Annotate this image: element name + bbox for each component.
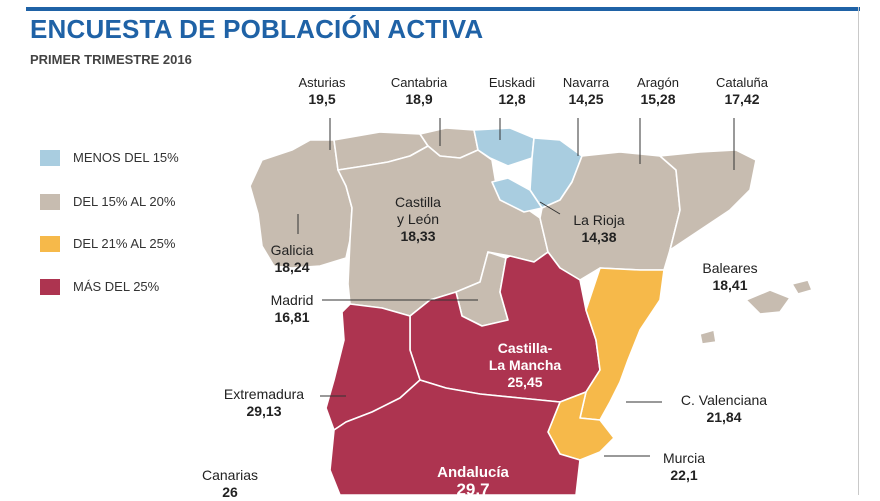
legend-label: MÁS DEL 25%: [73, 279, 160, 294]
region-value: 26: [222, 484, 238, 500]
label-asturias: Asturias 19,5: [284, 74, 360, 108]
label-aragon: Aragón 15,28: [620, 74, 696, 108]
page-subtitle: PRIMER TRIMESTRE 2016: [30, 52, 192, 67]
legend-label: DEL 21% AL 25%: [73, 236, 176, 251]
region-name: C. Valenciana: [680, 392, 768, 408]
label-la-rioja: La Rioja 14,38: [556, 212, 642, 246]
region-value: 12,8: [498, 91, 526, 107]
legend-swatch: [40, 150, 60, 166]
region-value: 18,33: [400, 228, 436, 244]
region-value: 19,5: [308, 91, 336, 107]
legend-item-15-20: DEL 15% AL 20%: [40, 192, 260, 212]
legend-item-menos-15: MENOS DEL 15%: [40, 148, 260, 168]
label-cantabria: Cantabria 18,9: [376, 74, 462, 108]
legend-swatch: [40, 194, 60, 210]
region-euskadi: [473, 127, 535, 167]
region-name: Cantabria: [390, 75, 448, 90]
region-name: Canarias: [201, 467, 259, 483]
right-rule: [858, 7, 859, 495]
region-value: 25,45: [507, 374, 543, 390]
region-name: La Rioja: [573, 212, 625, 228]
region-name: Aragón: [637, 75, 679, 90]
legend-label: DEL 15% AL 20%: [73, 194, 176, 209]
region-name-line2: La Mancha: [488, 357, 562, 373]
label-navarra: Navarra 14,25: [548, 74, 624, 108]
region-galicia: [249, 139, 353, 269]
region-baleares-ibiza: [699, 329, 717, 345]
label-c-valenciana: C. Valenciana 21,84: [664, 392, 784, 426]
region-andalucia: [329, 379, 581, 495]
region-cataluna: [659, 149, 757, 251]
region-value: 18,41: [712, 277, 748, 293]
region-value: 22,1: [670, 467, 698, 483]
region-name: Euskadi: [488, 75, 536, 90]
legend-swatch: [40, 236, 60, 252]
region-name: Galicia: [270, 242, 314, 258]
region-value: 15,28: [640, 91, 676, 107]
label-galicia: Galicia 18,24: [254, 242, 330, 276]
region-name-line1: Castilla-: [497, 340, 553, 356]
region-name-line2: y León: [396, 211, 440, 227]
region-baleares-menorca: [791, 279, 813, 295]
region-name: Cataluña: [715, 75, 769, 90]
region-name: Navarra: [562, 75, 610, 90]
region-name: Murcia: [662, 450, 705, 466]
region-value: 29,13: [246, 403, 282, 419]
label-murcia: Murcia 22,1: [648, 450, 720, 484]
legend-item-mas-25: MÁS DEL 25%: [40, 277, 260, 297]
label-baleares: Baleares 18,41: [688, 260, 772, 294]
region-name: Extremadura: [223, 386, 305, 402]
label-euskadi: Euskadi 12,8: [474, 74, 550, 108]
region-value: 17,42: [724, 91, 760, 107]
region-value: 18,9: [405, 91, 433, 107]
label-madrid: Madrid 16,81: [254, 292, 330, 326]
page-title: ENCUESTA DE POBLACIÓN ACTIVA: [30, 14, 484, 44]
region-value: 18,24: [274, 259, 310, 275]
top-rule: [26, 7, 860, 11]
region-value: 14,38: [581, 229, 617, 245]
region-baleares: [745, 289, 791, 315]
region-name: Asturias: [298, 75, 346, 90]
label-andalucia: Andalucía 29,7: [418, 464, 528, 498]
region-value: 16,81: [274, 309, 310, 325]
region-value: 29,7: [456, 480, 490, 499]
label-extremadura: Extremadura 29,13: [208, 386, 320, 420]
legend-item-21-25: DEL 21% AL 25%: [40, 234, 260, 254]
region-name-line1: Castilla: [395, 194, 441, 210]
label-canarias: Canarias 26: [186, 467, 274, 501]
legend-swatch: [40, 279, 60, 295]
legend-label: MENOS DEL 15%: [73, 150, 179, 165]
leader-la-rioja: [539, 201, 561, 215]
region-value: 21,84: [706, 409, 742, 425]
region-name: Madrid: [270, 292, 314, 308]
region-name: Baleares: [702, 260, 758, 276]
region-value: 14,25: [568, 91, 604, 107]
label-castilla-la-mancha: Castilla- La Mancha 25,45: [466, 340, 584, 391]
label-cataluna: Cataluña 17,42: [700, 74, 784, 108]
label-castilla-leon: Castilla y León 18,33: [376, 194, 460, 245]
region-name: Andalucía: [437, 464, 509, 481]
